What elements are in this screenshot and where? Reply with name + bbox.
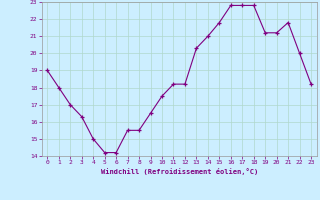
X-axis label: Windchill (Refroidissement éolien,°C): Windchill (Refroidissement éolien,°C) — [100, 168, 258, 175]
